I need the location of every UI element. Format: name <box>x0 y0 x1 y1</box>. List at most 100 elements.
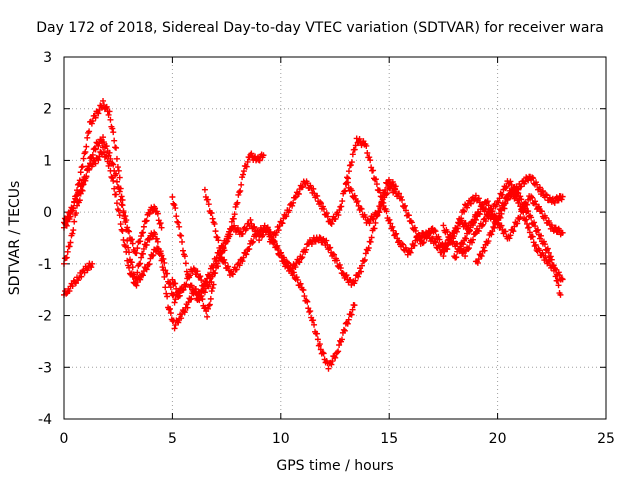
data-point <box>204 196 211 203</box>
data-point <box>324 213 331 220</box>
data-point <box>276 223 283 230</box>
data-point <box>100 149 107 156</box>
data-point <box>319 349 326 356</box>
data-point <box>172 280 179 287</box>
data-point <box>331 251 338 258</box>
data-point <box>216 244 223 251</box>
data-point <box>327 219 334 226</box>
data-point <box>212 228 219 235</box>
data-point <box>415 231 422 238</box>
data-point <box>365 245 372 252</box>
data-point <box>316 341 323 348</box>
data-point <box>479 206 486 213</box>
data-point <box>235 191 242 198</box>
data-point <box>111 137 118 144</box>
data-point <box>372 219 379 226</box>
data-point <box>506 235 513 242</box>
data-point <box>184 304 191 311</box>
data-point <box>108 173 115 180</box>
data-point <box>392 231 399 238</box>
data-point <box>431 238 438 245</box>
data-point <box>110 177 117 184</box>
data-point <box>248 220 255 227</box>
data-point <box>490 223 497 230</box>
data-point <box>461 208 468 215</box>
data-point <box>167 284 174 291</box>
data-point <box>534 227 541 234</box>
data-point <box>154 245 161 252</box>
data-point <box>275 227 282 234</box>
data-point <box>528 214 535 221</box>
data-point <box>86 128 93 135</box>
data-point <box>63 217 70 224</box>
data-point <box>66 243 73 250</box>
data-point <box>469 222 476 229</box>
data-point <box>78 164 85 171</box>
data-point <box>465 246 472 253</box>
data-point <box>427 230 434 237</box>
data-point <box>63 222 70 229</box>
data-point <box>279 220 286 227</box>
data-point <box>89 260 96 267</box>
data-point <box>398 240 405 247</box>
data-point <box>146 210 153 217</box>
data-point <box>146 261 153 268</box>
data-point <box>485 202 492 209</box>
data-point <box>159 264 166 271</box>
data-point <box>499 191 506 198</box>
data-point <box>555 197 562 204</box>
data-point <box>467 200 474 207</box>
data-point <box>129 273 136 280</box>
data-point <box>314 192 321 199</box>
data-point <box>239 230 246 237</box>
data-point <box>188 282 195 289</box>
data-point <box>232 203 239 210</box>
data-point <box>246 246 253 253</box>
data-point <box>157 220 164 227</box>
data-point <box>351 146 358 153</box>
data-point <box>106 108 113 115</box>
data-point <box>496 195 503 202</box>
data-point <box>373 181 380 188</box>
data-point <box>368 234 375 241</box>
data-point <box>134 269 141 276</box>
data-point <box>537 232 544 239</box>
data-points <box>61 97 566 372</box>
data-point <box>146 236 153 243</box>
data-point <box>139 229 146 236</box>
data-point <box>95 110 102 117</box>
data-point <box>139 271 146 278</box>
data-point <box>522 178 529 185</box>
data-point <box>453 254 460 261</box>
data-point <box>475 228 482 235</box>
data-point <box>233 266 240 273</box>
data-point <box>153 235 160 242</box>
data-point <box>250 238 257 245</box>
data-point <box>420 239 427 246</box>
data-point <box>332 215 339 222</box>
data-point <box>555 282 562 289</box>
data-point <box>376 209 383 216</box>
data-point <box>440 247 447 254</box>
data-point <box>73 210 80 217</box>
data-point <box>424 232 431 239</box>
data-point <box>78 273 85 280</box>
data-point <box>139 272 146 279</box>
data-point <box>231 211 238 218</box>
data-point <box>436 236 443 243</box>
data-point <box>432 228 439 235</box>
data-point <box>546 257 553 264</box>
data-point <box>308 241 315 248</box>
data-point <box>214 234 221 241</box>
data-point <box>552 224 559 231</box>
data-point <box>222 259 229 266</box>
data-point <box>366 220 373 227</box>
data-point <box>475 195 482 202</box>
data-point <box>523 216 530 223</box>
data-point <box>358 205 365 212</box>
y-tick-label: 1 <box>43 153 52 169</box>
data-point <box>511 184 518 191</box>
data-point <box>307 182 314 189</box>
data-point <box>256 237 263 244</box>
data-point <box>210 261 217 268</box>
